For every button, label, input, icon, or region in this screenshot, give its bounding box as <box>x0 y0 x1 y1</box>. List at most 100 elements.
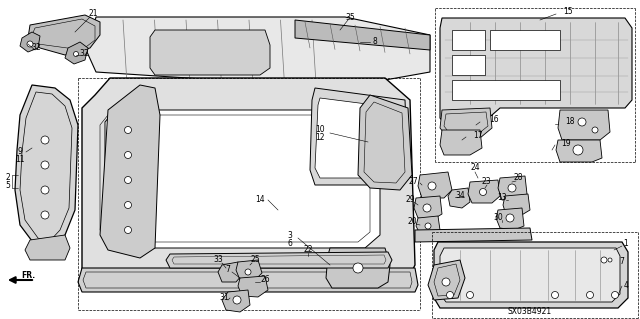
Text: 19: 19 <box>561 138 571 147</box>
Polygon shape <box>315 98 400 178</box>
Circle shape <box>592 127 598 133</box>
Text: 14: 14 <box>255 196 265 204</box>
Text: 27: 27 <box>408 177 418 187</box>
Polygon shape <box>415 228 532 242</box>
Text: 21: 21 <box>88 10 98 19</box>
Text: 1: 1 <box>623 240 628 249</box>
Text: FR.: FR. <box>21 271 35 279</box>
Polygon shape <box>440 108 492 138</box>
Text: 17: 17 <box>473 130 483 139</box>
Text: 4: 4 <box>623 280 628 290</box>
Polygon shape <box>416 216 440 236</box>
Circle shape <box>467 292 474 299</box>
Text: 30: 30 <box>493 213 503 222</box>
Polygon shape <box>310 88 408 185</box>
Circle shape <box>578 118 586 126</box>
Text: 31: 31 <box>219 293 229 302</box>
Text: 11: 11 <box>15 155 25 165</box>
Polygon shape <box>28 15 100 55</box>
Circle shape <box>506 214 514 222</box>
Polygon shape <box>105 110 380 248</box>
Polygon shape <box>238 276 268 297</box>
Polygon shape <box>150 30 270 75</box>
Text: 32: 32 <box>79 49 89 58</box>
Polygon shape <box>448 188 470 208</box>
Polygon shape <box>326 248 390 288</box>
Circle shape <box>428 182 436 190</box>
Polygon shape <box>556 140 602 162</box>
Circle shape <box>233 296 241 304</box>
Text: 16: 16 <box>489 115 499 124</box>
Text: 26: 26 <box>260 276 270 285</box>
Polygon shape <box>440 18 632 128</box>
Text: 10: 10 <box>315 125 325 135</box>
Text: 2: 2 <box>6 174 10 182</box>
Circle shape <box>442 278 450 286</box>
Polygon shape <box>440 130 482 155</box>
Text: 3: 3 <box>287 231 292 240</box>
Circle shape <box>552 292 559 299</box>
Polygon shape <box>295 20 430 50</box>
Polygon shape <box>498 176 527 200</box>
Text: 13: 13 <box>497 194 507 203</box>
Polygon shape <box>65 42 88 64</box>
Circle shape <box>41 136 49 144</box>
Circle shape <box>447 292 454 299</box>
Text: 9: 9 <box>17 147 22 157</box>
Polygon shape <box>452 30 485 50</box>
Polygon shape <box>558 110 610 140</box>
Polygon shape <box>236 260 262 280</box>
Text: 23: 23 <box>481 177 491 187</box>
Text: 28: 28 <box>513 174 523 182</box>
Polygon shape <box>440 248 620 302</box>
Circle shape <box>586 292 593 299</box>
Text: 18: 18 <box>565 117 575 127</box>
Text: 5: 5 <box>6 182 10 190</box>
Text: 8: 8 <box>372 38 378 47</box>
Text: 35: 35 <box>345 13 355 23</box>
Text: 32: 32 <box>31 43 41 53</box>
Text: 25: 25 <box>250 256 260 264</box>
Polygon shape <box>218 262 242 282</box>
Text: 15: 15 <box>563 8 573 17</box>
Text: 34: 34 <box>455 191 465 201</box>
Polygon shape <box>25 235 70 260</box>
Text: 6: 6 <box>287 239 292 248</box>
Text: 29: 29 <box>405 196 415 204</box>
Polygon shape <box>434 242 628 308</box>
Polygon shape <box>468 180 500 203</box>
Text: 22: 22 <box>303 246 313 255</box>
Polygon shape <box>490 30 560 50</box>
Polygon shape <box>78 268 418 292</box>
Polygon shape <box>452 55 485 75</box>
Circle shape <box>353 263 363 273</box>
Circle shape <box>74 51 79 56</box>
Circle shape <box>425 223 431 229</box>
Circle shape <box>245 269 251 275</box>
Circle shape <box>125 176 131 183</box>
Circle shape <box>508 184 516 192</box>
Circle shape <box>125 226 131 234</box>
Text: SX03B4921: SX03B4921 <box>508 308 552 316</box>
Circle shape <box>573 145 583 155</box>
Circle shape <box>479 189 486 196</box>
Polygon shape <box>358 95 412 190</box>
Circle shape <box>125 202 131 209</box>
Polygon shape <box>418 172 452 198</box>
Polygon shape <box>222 290 250 312</box>
Polygon shape <box>100 85 160 258</box>
Polygon shape <box>414 196 442 220</box>
Circle shape <box>41 186 49 194</box>
Polygon shape <box>82 78 415 285</box>
Polygon shape <box>503 194 530 216</box>
Polygon shape <box>20 32 40 52</box>
Text: 20: 20 <box>407 218 417 226</box>
Circle shape <box>611 292 618 299</box>
Circle shape <box>27 41 33 47</box>
Text: 7: 7 <box>225 265 230 275</box>
Polygon shape <box>166 252 392 268</box>
Polygon shape <box>496 208 524 230</box>
Polygon shape <box>87 17 430 88</box>
Text: 7: 7 <box>620 257 625 266</box>
Circle shape <box>41 161 49 169</box>
